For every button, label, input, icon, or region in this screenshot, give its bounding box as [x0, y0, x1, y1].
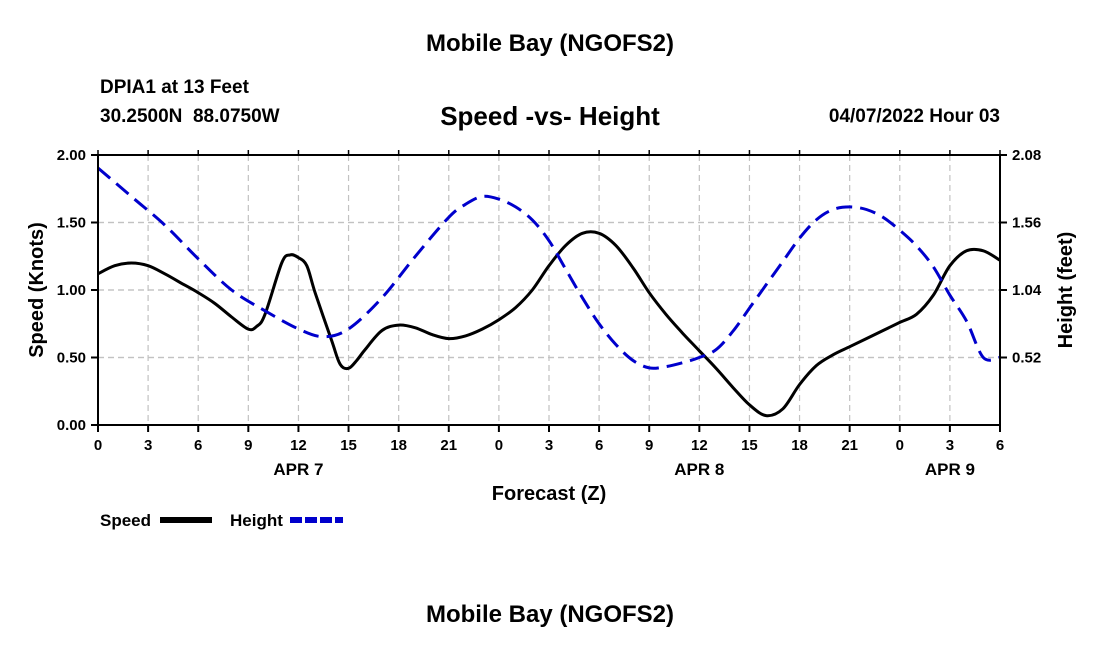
data-series: [97, 166, 1001, 418]
y-left-tick-label: 1.50: [57, 215, 86, 232]
legend: Speed Height: [100, 511, 343, 530]
x-tick-label: 12: [290, 437, 307, 454]
series-line-speed: [97, 230, 1001, 418]
chart-subtitle: Speed -vs- Height: [440, 101, 660, 131]
coordinates-label: 30.2500N 88.0750W: [100, 106, 280, 127]
x-tick-label: 18: [791, 437, 808, 454]
axis-ticks: [91, 150, 1007, 432]
x-tick-label: 15: [340, 437, 357, 454]
y-left-tick-label: 0.00: [57, 417, 86, 434]
y-left-tick-label: 0.50: [57, 350, 86, 367]
y-right-tick-label: 0.52: [1012, 350, 1041, 367]
y-axis-label-right: Height (feet): [1055, 232, 1077, 349]
axis-labels: 0 3 6 9 12 15 18 21 0 3 6 9 12 15 18 21 0 3 6 0.00 0.50 1.00 1…: [57, 147, 1042, 479]
chart-title: Mobile Bay (NGOFS2): [425, 30, 675, 57]
date-label: APR 8: [674, 460, 724, 479]
x-tick-label: 9: [645, 437, 653, 454]
date-label: APR 9: [925, 460, 975, 479]
x-tick-label: 21: [440, 437, 457, 454]
x-tick-label: 6: [996, 437, 1004, 454]
y-right-tick-label: 2.08: [1012, 147, 1041, 164]
x-tick-label: 3: [946, 437, 954, 454]
y-left-tick-label: 1.00: [57, 282, 86, 299]
legend-label-speed: Speed: [100, 511, 151, 530]
x-tick-label: 0: [896, 437, 904, 454]
series-line-height: [97, 166, 1001, 370]
bottom-title: Mobile Bay (NGOFS2): [425, 601, 675, 628]
x-tick-label: 18: [390, 437, 407, 454]
x-tick-label: 6: [194, 437, 202, 454]
x-tick-label: 0: [495, 437, 503, 454]
x-tick-label: 6: [595, 437, 603, 454]
y-right-tick-label: 1.04: [1012, 282, 1042, 299]
y-axis-label-left: Speed (Knots): [26, 222, 48, 358]
x-tick-label: 15: [741, 437, 758, 454]
x-tick-label: 3: [545, 437, 553, 454]
x-tick-label: 0: [94, 437, 102, 454]
date-label: APR 7: [273, 460, 323, 479]
timestamp-label: 04/07/2022 Hour 03: [828, 106, 1000, 127]
x-tick-label: 21: [841, 437, 858, 454]
station-label: DPIA1 at 13 Feet: [100, 77, 249, 98]
y-right-tick-label: 1.56: [1012, 215, 1041, 232]
x-tick-label: 9: [244, 437, 252, 454]
x-tick-label: 12: [691, 437, 708, 454]
x-axis-label: Forecast (Z): [492, 483, 606, 505]
x-tick-label: 3: [144, 437, 152, 454]
legend-label-height: Height: [230, 511, 283, 530]
y-left-tick-label: 2.00: [57, 147, 86, 164]
